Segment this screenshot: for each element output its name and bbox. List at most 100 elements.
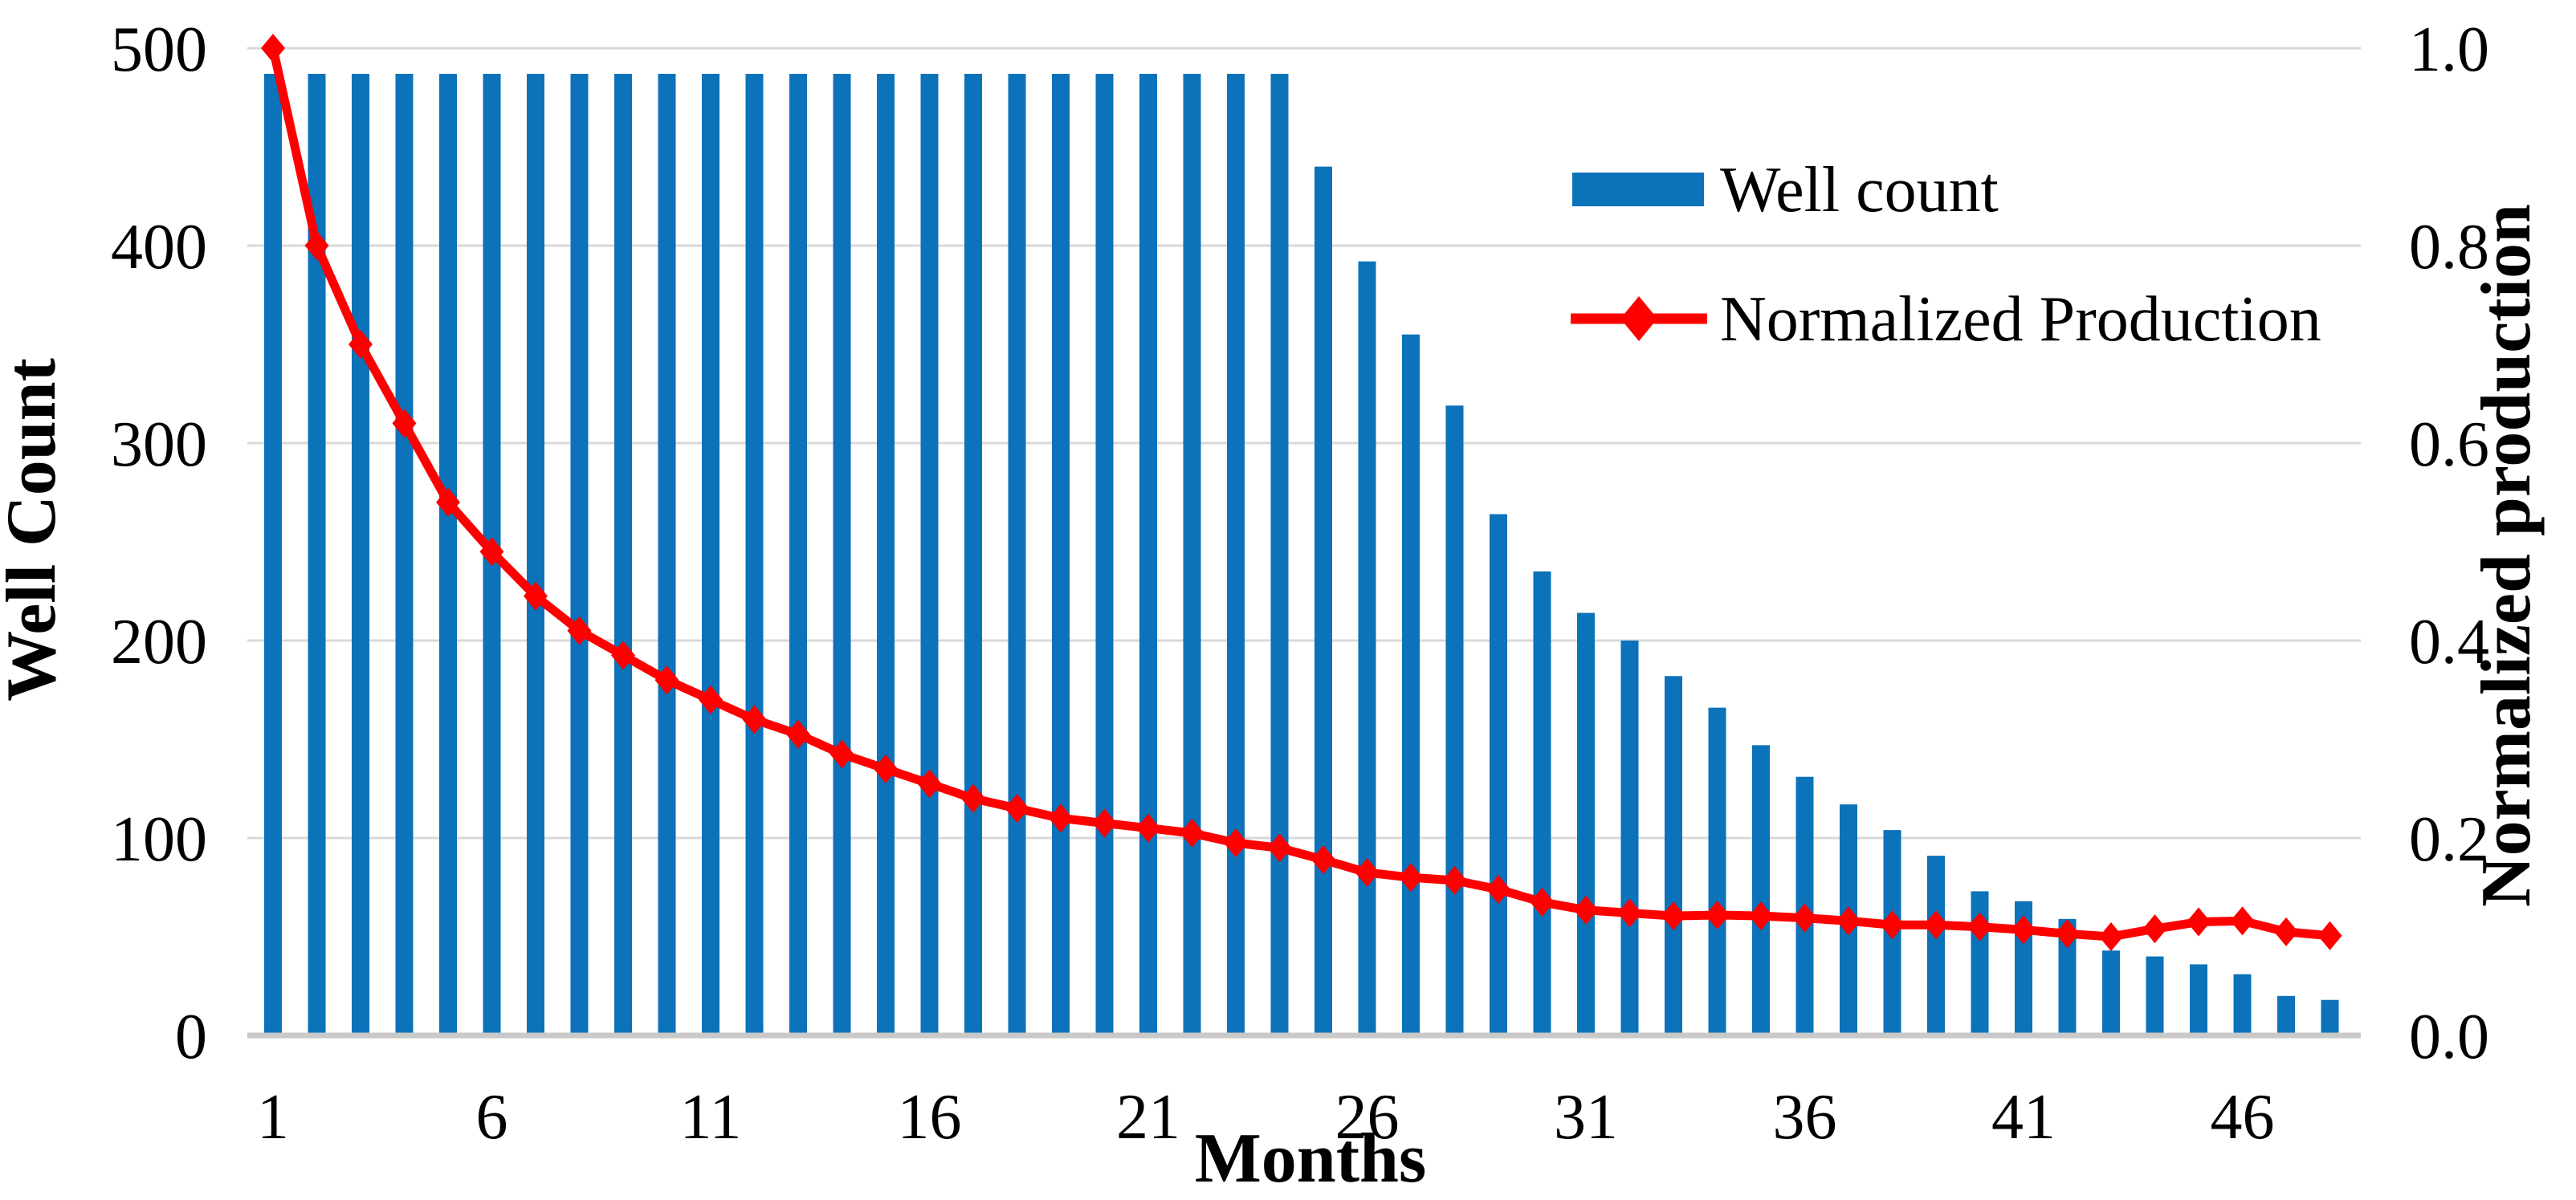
diamond-marker <box>2317 921 2342 950</box>
diamond-marker <box>1399 863 1423 893</box>
well-count-bar <box>614 73 632 1036</box>
diamond-marker <box>2187 907 2211 937</box>
well-count-bar <box>527 73 544 1036</box>
diamond-marker <box>1617 898 1642 928</box>
well-count-bar <box>964 73 982 1036</box>
well-count-bar <box>1008 73 1026 1036</box>
diamond-marker <box>1442 865 1467 895</box>
well-count-bar <box>877 73 895 1036</box>
legend: Well count Normalized Production <box>1571 155 2321 355</box>
legend-label-normalized-production: Normalized Production <box>1720 284 2321 355</box>
right-axis-tick: 0.4 <box>2409 607 2489 677</box>
x-axis-tick: 21 <box>1116 1082 1180 1153</box>
right-axis-tick: 0.8 <box>2409 212 2489 283</box>
diamond-marker-icon <box>1620 296 1657 341</box>
diamond-marker <box>392 409 417 438</box>
left-axis-tick: 200 <box>111 607 207 677</box>
well-count-bar <box>833 73 851 1036</box>
left-axis-tick: 300 <box>111 409 207 480</box>
well-count-bar <box>1445 405 1464 1035</box>
well-count-bar <box>1533 571 1551 1035</box>
well-count-bar <box>439 73 457 1036</box>
diamond-marker <box>348 330 373 359</box>
legend-item-normalized-production: Normalized Production <box>1571 284 2321 355</box>
well-count-bar <box>570 73 589 1036</box>
diamond-marker <box>1880 910 1905 940</box>
well-count-bar <box>2277 995 2295 1035</box>
diamond-marker <box>1967 912 1992 942</box>
x-axis-tick: 36 <box>1773 1082 1837 1153</box>
diamond-marker <box>961 783 985 813</box>
well-count-bar <box>1927 856 1945 1035</box>
x-axis-tick: 1 <box>257 1082 289 1153</box>
well-count-bar <box>1052 73 1070 1036</box>
well-count-bar <box>1402 334 1420 1035</box>
well-count-bar <box>264 73 282 1036</box>
diamond-marker <box>1005 794 1029 824</box>
well-count-bar <box>1139 73 1157 1036</box>
diamond-marker <box>1049 803 1073 833</box>
diamond-marker <box>1267 833 1292 863</box>
left-axis-tick: 400 <box>111 212 207 283</box>
well-count-bar <box>1358 261 1376 1035</box>
well-count-bar <box>702 73 719 1036</box>
diamond-marker <box>1355 858 1380 888</box>
diamond-marker <box>917 769 942 799</box>
diamond-marker <box>2055 919 2080 949</box>
diamond-marker <box>2274 917 2298 946</box>
well-count-bar <box>1095 73 1114 1036</box>
x-axis-title: Months <box>1195 1120 1427 1198</box>
gridlines <box>247 47 2361 840</box>
right-axis-tick: 0.0 <box>2409 1002 2489 1072</box>
legend-item-well-count: Well count <box>1572 155 1999 226</box>
well-count-bar <box>1620 641 1639 1035</box>
diamond-marker <box>1311 845 1335 875</box>
diamond-marker <box>1792 903 1817 933</box>
x-axis-tick: 11 <box>679 1082 741 1153</box>
legend-label-well-count: Well count <box>1720 155 1999 226</box>
diamond-marker <box>654 665 679 695</box>
well-count-bar <box>1752 745 1770 1035</box>
diamond-marker <box>567 616 592 645</box>
diamond-marker <box>1530 887 1555 917</box>
well-count-bar <box>2321 999 2339 1035</box>
diamond-marker <box>2230 906 2255 936</box>
right-axis-title: Normalized production <box>2468 204 2545 907</box>
diamond-marker <box>1661 901 1685 931</box>
well-count-bar <box>2146 956 2164 1035</box>
right-axis-tick: 0.6 <box>2409 409 2489 480</box>
x-axis-tick: 26 <box>1335 1082 1400 1153</box>
right-axis-tick: 0.2 <box>2409 804 2489 875</box>
diamond-marker <box>1574 895 1598 925</box>
well-count-bar <box>1490 514 1507 1035</box>
well-count-swatch-icon <box>1572 173 1704 206</box>
left-axis-tick: 100 <box>111 804 207 875</box>
well-count-bar <box>395 73 414 1036</box>
x-axis-tick: 41 <box>1991 1082 2056 1153</box>
well-count-bar <box>308 73 326 1036</box>
well-count-bar <box>658 73 676 1036</box>
well-count-bar <box>1665 676 1682 1035</box>
diamond-marker <box>1092 808 1117 838</box>
normalized-production-line-series <box>261 34 2342 951</box>
diamond-marker <box>1705 900 1730 929</box>
diamond-marker <box>1136 813 1160 843</box>
left-axis-tick-labels: 0 100 200 300 400 500 <box>111 14 207 1072</box>
well-count-bar <box>1577 612 1595 1035</box>
well-count-bar <box>2233 974 2252 1035</box>
diamond-marker <box>742 705 767 734</box>
diamond-marker <box>2011 915 2036 945</box>
right-axis-tick-labels: 0.0 0.2 0.4 0.6 0.8 1.0 <box>2409 14 2489 1072</box>
well-count-bar <box>1183 73 1201 1036</box>
diamond-marker <box>524 581 548 611</box>
diamond-marker <box>874 754 898 783</box>
x-axis-tick: 6 <box>476 1082 508 1153</box>
well-count-bar <box>745 73 764 1036</box>
diamond-marker <box>829 739 854 769</box>
diamond-marker <box>786 719 810 749</box>
well-count-bar <box>789 73 807 1036</box>
right-axis-tick: 1.0 <box>2409 14 2489 85</box>
diamond-marker <box>479 537 504 567</box>
x-axis-tick: 16 <box>898 1082 962 1153</box>
